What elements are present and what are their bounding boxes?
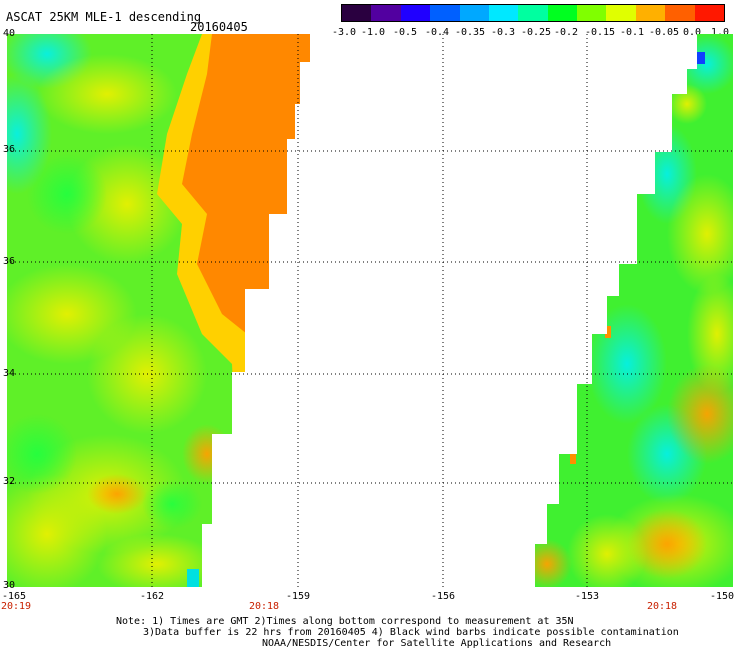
latitude-label: 32 [3,476,16,487]
right-swath [535,34,733,587]
latitude-label: 30 [3,580,16,591]
color-segment [694,5,725,21]
time-label: 20:18 [646,601,678,612]
longitude-label: -150 [709,591,735,602]
color-segment [488,5,519,21]
time-label: 20:18 [248,601,280,612]
latitude-label: 34 [3,368,16,379]
longitude-label: -165 [1,591,27,602]
colorbar-tick-label: -3.0 [331,27,357,38]
longitude-label: -159 [285,591,311,602]
colorbar-tick-label: -0.5 [392,27,418,38]
color-segment [459,5,490,21]
graticule [7,34,733,587]
color-segment [665,5,696,21]
color-segment [547,5,578,21]
color-segment [577,5,607,21]
colorbar-tick-label: -0.4 [424,27,450,38]
colorbar-tick-label: -0.15 [584,27,616,38]
colorbar-tick-label: -0.05 [648,27,680,38]
footnote-line: 3)Data buffer is 22 hrs from 20160405 4)… [143,627,679,638]
latitude-label: 36 [3,144,16,155]
colorbar-tick-label: -0.2 [553,27,579,38]
colorbar-tick-label: -0.3 [490,27,516,38]
colorbar-tick-label: -0.1 [619,27,645,38]
map-title: ASCAT 25KM MLE-1 descending [6,10,202,24]
color-segment [606,5,637,21]
longitude-label: -156 [430,591,456,602]
colorbar-tick-label: -0.35 [454,27,486,38]
colorbar-tick-label: 1.0 [710,27,730,38]
time-label: 20:19 [0,601,32,612]
color-segment [635,5,666,21]
color-segment [371,5,402,21]
longitude-label: -153 [574,591,600,602]
color-scale-bar [341,4,725,22]
longitude-label: -162 [139,591,165,602]
footnote-line: Note: 1) Times are GMT 2)Times along bot… [116,616,574,627]
left-swath [7,34,310,587]
map-date: 20160405 [190,20,248,34]
color-segment [400,5,431,21]
colorbar-tick-label: 0.0 [682,27,702,38]
latitude-label: 36 [3,256,16,267]
footnote-line: NOAA/NESDIS/Center for Satellite Applica… [262,638,612,649]
color-segment [518,5,549,21]
color-segment [430,5,461,21]
latitude-label: 40 [3,28,16,39]
ascat-swath-map [7,34,733,587]
color-segment [342,5,372,21]
colorbar-tick-label: -1.0 [360,27,386,38]
colorbar-tick-label: -0.25 [520,27,552,38]
